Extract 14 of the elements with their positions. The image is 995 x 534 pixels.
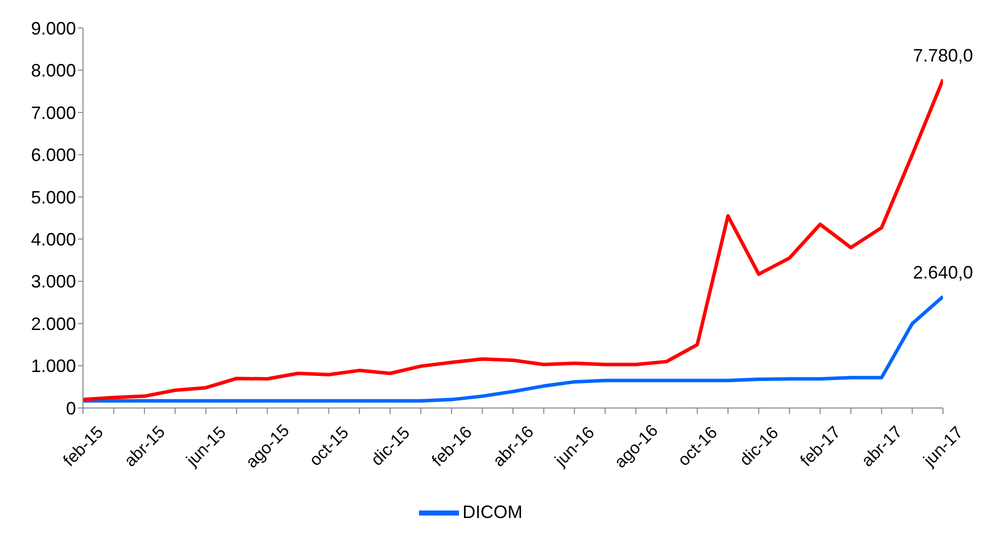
data-label: 2.640,0 bbox=[912, 262, 974, 283]
y-tick-label: 1.000 bbox=[30, 356, 76, 376]
y-tick-label: 9.000 bbox=[30, 18, 76, 38]
legend-label: DICOM bbox=[462, 502, 522, 522]
y-tick-label: 2.000 bbox=[30, 314, 76, 334]
y-tick-label: 6.000 bbox=[30, 145, 76, 166]
y-tick-label: 4.000 bbox=[30, 230, 76, 250]
y-tick-label: 0 bbox=[66, 398, 76, 418]
line-series bbox=[83, 294, 943, 403]
y-tick-label: 5.000 bbox=[30, 187, 76, 208]
y-tick-label: 7.000 bbox=[30, 102, 76, 123]
y-tick-label: 3.000 bbox=[30, 272, 76, 292]
data-label: 7.780,0 bbox=[912, 46, 974, 66]
y-tick-label: 8.000 bbox=[30, 60, 76, 81]
